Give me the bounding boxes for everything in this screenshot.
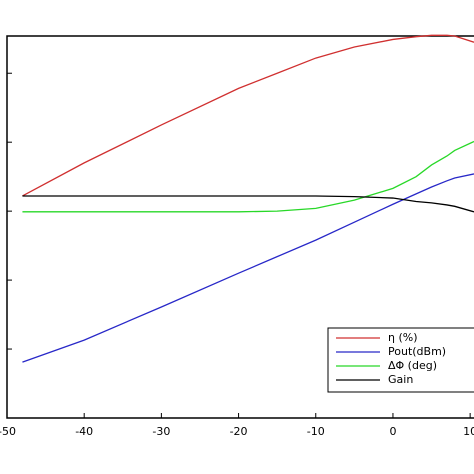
legend [327,327,474,393]
plot-frame [6,35,474,419]
line [22,34,474,197]
legend-label: Pout(dBm) [388,345,446,358]
x-tick-label: -40 [75,425,93,438]
line [22,195,474,213]
x-tick-label: -50 [0,425,16,438]
legend-label: ΔΦ (deg) [388,359,437,372]
x-tick-label: 10 [463,425,474,438]
x-tick-label: 0 [389,425,396,438]
x-tick-label: -10 [307,425,325,438]
legend-label: Gain [388,373,413,386]
legend-label: η (%) [388,331,418,344]
x-tick-label: -30 [152,425,170,438]
line [22,140,474,213]
line [22,173,474,363]
x-tick-label: -20 [230,425,248,438]
